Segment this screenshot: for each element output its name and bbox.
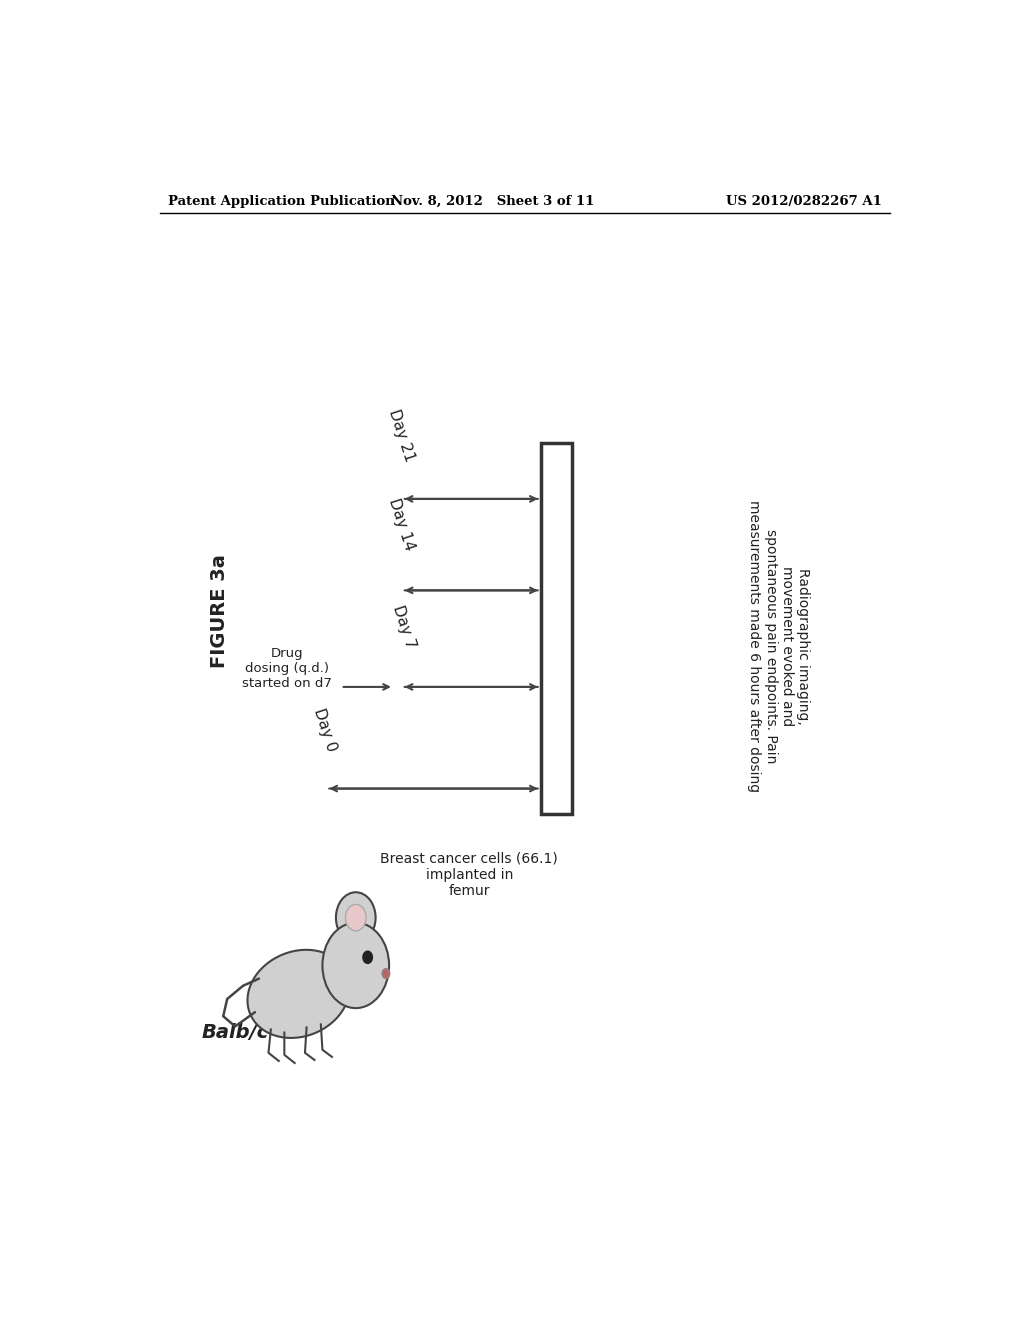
- Bar: [541, 444, 572, 814]
- Text: Nov. 8, 2012   Sheet 3 of 11: Nov. 8, 2012 Sheet 3 of 11: [391, 194, 595, 207]
- Ellipse shape: [248, 950, 350, 1038]
- Circle shape: [323, 923, 389, 1008]
- Text: Balb/c: Balb/c: [202, 1023, 268, 1041]
- Text: Breast cancer cells (66.1)
implanted in
femur: Breast cancer cells (66.1) implanted in …: [380, 851, 558, 898]
- Text: Day 14: Day 14: [386, 496, 417, 553]
- Text: Drug
dosing (q.d.)
started on d7: Drug dosing (q.d.) started on d7: [242, 647, 332, 690]
- Text: Day 21: Day 21: [386, 407, 417, 463]
- Text: Radiographic imaging,
movement evoked and
spontaneous pain endpoints. Pain
measu: Radiographic imaging, movement evoked an…: [748, 500, 810, 792]
- Circle shape: [345, 904, 367, 931]
- Text: Day 0: Day 0: [310, 706, 339, 752]
- Circle shape: [382, 969, 390, 978]
- Text: Patent Application Publication: Patent Application Publication: [168, 194, 394, 207]
- Text: Day 7: Day 7: [390, 603, 418, 651]
- Circle shape: [336, 892, 376, 942]
- Text: US 2012/0282267 A1: US 2012/0282267 A1: [726, 194, 882, 207]
- Circle shape: [362, 952, 373, 964]
- Text: FIGURE 3a: FIGURE 3a: [210, 554, 228, 668]
